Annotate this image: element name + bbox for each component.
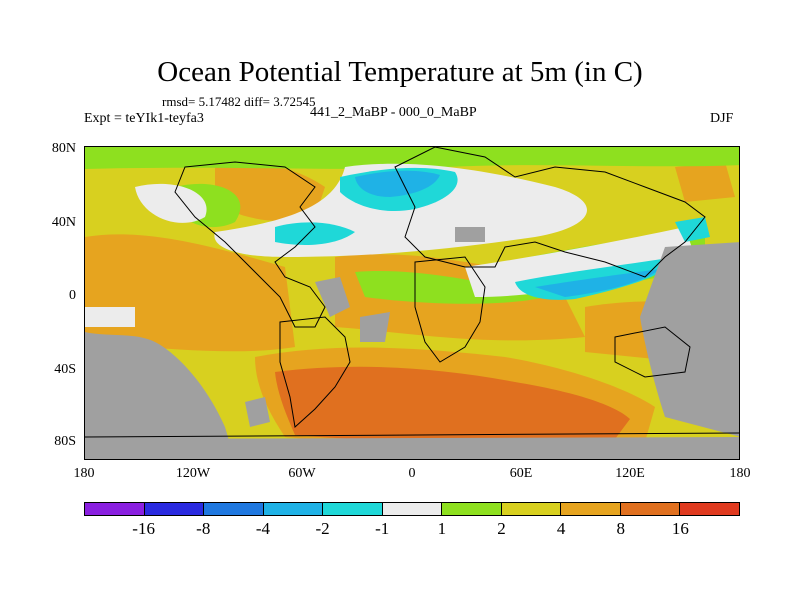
season-label: DJF [710,111,734,126]
cool-anomaly-region [535,269,660,297]
lat-label-80n: 80N [51,141,76,156]
land-mass [455,227,485,242]
colorbar [84,502,740,516]
land-mass [85,332,235,459]
land-mass [315,277,350,317]
coastline [279,316,351,428]
lat-label-40s: 40S [54,362,76,377]
warm-anomaly-region [85,234,295,352]
colorbar-label: -2 [315,519,330,538]
land-mass [640,242,739,437]
coastline [174,161,326,328]
lon-label-120e: 120E [615,466,645,481]
colorbar-label: -16 [132,519,155,538]
colorbar-box [680,503,740,515]
lon-label-120w: 120W [175,466,211,481]
cool-anomaly-region [275,222,355,245]
colorbar-label: 16 [671,519,689,538]
lat-label-40n: 40N [51,215,76,230]
coastline [614,326,691,378]
neutral-band [135,183,207,223]
lon-label-180w: 180 [73,466,95,481]
colorbar-box [204,503,264,515]
colorbar-label: -1 [375,519,390,538]
colorbar-box [561,503,621,515]
coastline [394,147,706,278]
colorbar-label: 4 [556,519,566,538]
coastline [414,256,486,363]
colorbar-box [323,503,383,515]
plot-title: Ocean Potential Temperature at 5m (in C) [157,56,643,88]
stats-line: rmsd= 5.17482 diff= 3.72545 [162,94,316,109]
lon-label-60w: 60W [288,466,316,481]
colorbar-label: 8 [616,519,625,538]
colorbar-box [442,503,502,515]
coastline-outlines [85,147,739,438]
coastline [85,432,739,438]
land-mass [360,312,390,342]
cool-anomaly-region [675,217,710,242]
colorbar-box [620,503,681,515]
colorbar-label: -8 [196,519,211,538]
experiment-label: Expt = teYIk1-teyfa3 [84,111,204,126]
colorbar-box [263,503,324,515]
warm-anomaly-region [215,163,325,222]
colorbar-label: -4 [255,519,270,538]
colorbar-label: 2 [497,519,506,538]
land-mass [85,437,739,459]
lon-label-180e: 180 [729,466,751,481]
lat-label-equator: 0 [69,288,76,303]
warm-anomaly-region [675,162,735,202]
neutral-band [465,227,695,297]
colorbar-box [144,503,205,515]
anomaly-field [85,147,739,459]
plot-subtitle: 441_2_MaBP - 000_0_MaBP [310,105,477,120]
cool-anomaly-region [355,170,440,197]
lat-label-80s: 80S [54,434,76,449]
lon-label-0: 0 [408,466,416,481]
map-panel [84,146,740,460]
colorbar-box [382,503,443,515]
colorbar-box [85,503,145,515]
colorbar-box [501,503,562,515]
neutral-band [85,307,135,327]
strong-warm-anomaly-region [275,366,630,442]
land-mass [245,397,270,427]
lon-label-60e: 60E [509,466,533,481]
colorbar-label: 1 [437,519,447,538]
